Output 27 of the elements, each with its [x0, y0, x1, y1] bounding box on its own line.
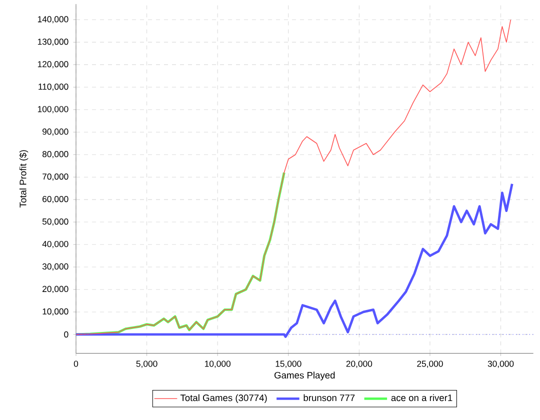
y-tick-label: 20,000 — [42, 286, 68, 294]
y-tick-label: 140,000 — [38, 16, 68, 24]
y-tick-label: 60,000 — [42, 196, 68, 204]
x-tick-label: 20,000 — [346, 360, 372, 368]
y-tick-label: 10,000 — [42, 308, 68, 316]
legend-label: brunson 777 — [304, 394, 355, 402]
x-tick-label: 15,000 — [276, 360, 302, 368]
x-tick-label: 0 — [74, 360, 78, 367]
y-tick-label: 80,000 — [42, 151, 68, 158]
y-tick-label: 120,000 — [38, 61, 68, 68]
y-tick-label: 40,000 — [42, 240, 68, 248]
y-tick-label: 70,000 — [42, 174, 68, 181]
x-tick-label: 30,000 — [488, 360, 514, 368]
y-tick-label: 0 — [64, 331, 68, 338]
y-tick-label: 100,000 — [38, 106, 68, 114]
legend-label: Total Games (30774) — [180, 394, 267, 403]
y-tick-label: 30,000 — [42, 263, 68, 271]
y-tick-label: 110,000 — [38, 84, 68, 91]
x-tick-label: 5,000 — [136, 360, 158, 368]
y-tick-label: 90,000 — [42, 128, 68, 136]
y-tick-label: 130,000 — [38, 38, 68, 46]
x-tick-label: 25,000 — [417, 360, 443, 368]
y-tick-label: 50,000 — [42, 218, 68, 226]
x-tick-label: 10,000 — [205, 360, 230, 368]
legend-label: ace on a river1 — [391, 394, 452, 402]
x-axis-title: Games Played — [274, 372, 335, 380]
y-axis-title: Total Profit ($) — [19, 150, 28, 208]
